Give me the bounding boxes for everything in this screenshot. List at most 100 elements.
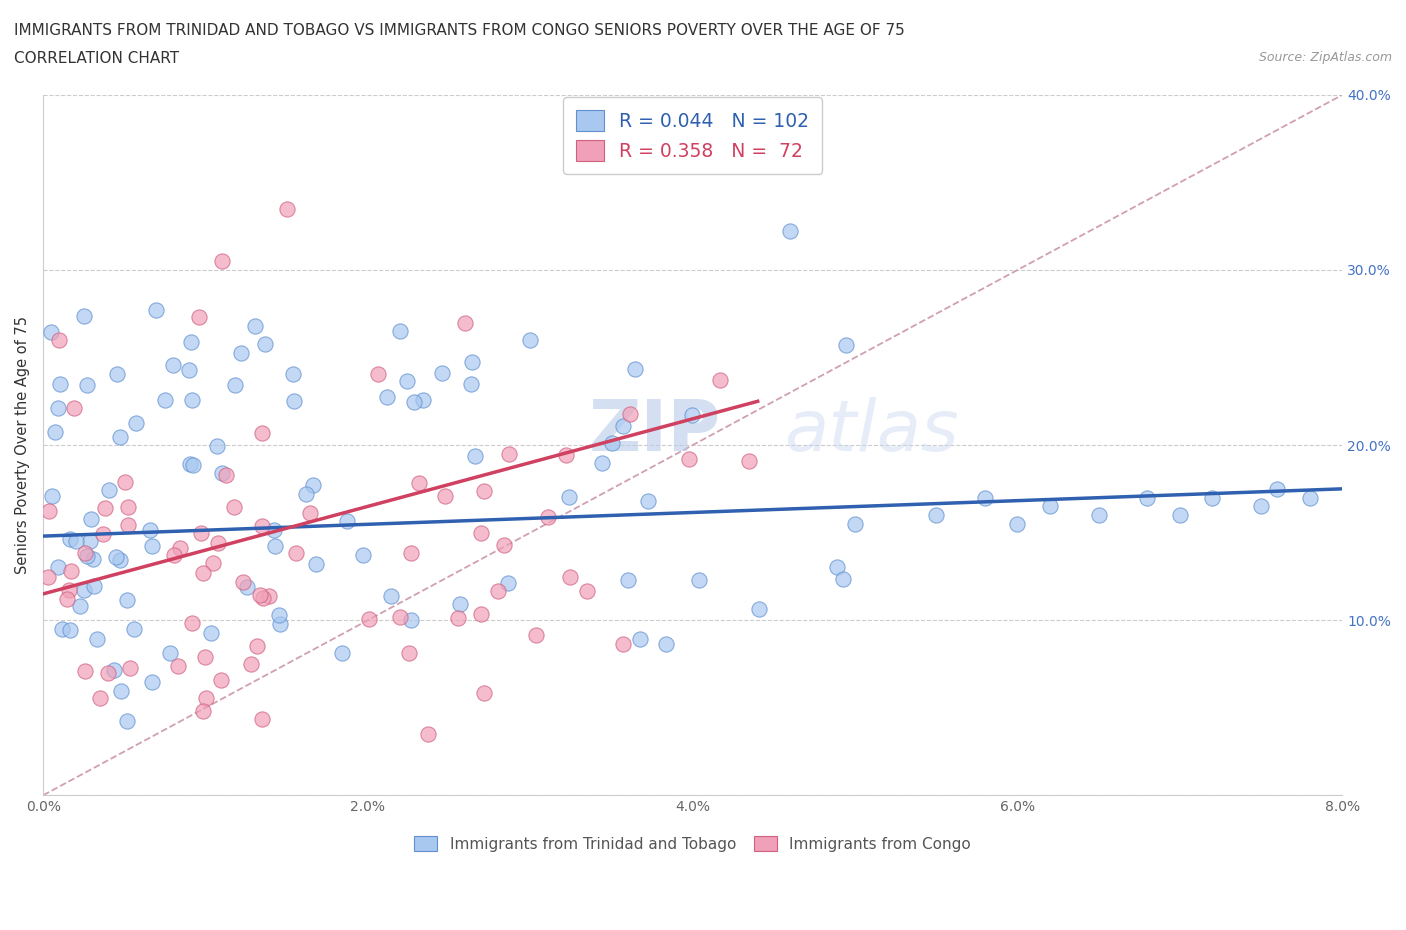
Point xyxy=(404,394,426,409)
Point xyxy=(222,499,245,514)
Point xyxy=(486,584,509,599)
Point xyxy=(250,519,273,534)
Y-axis label: Seniors Poverty Over the Age of 75: Seniors Poverty Over the Age of 75 xyxy=(15,316,30,574)
Point xyxy=(430,365,453,380)
Point xyxy=(276,201,298,216)
Point xyxy=(252,591,274,605)
Point xyxy=(283,393,305,408)
Point xyxy=(194,691,217,706)
Point xyxy=(592,456,614,471)
Point xyxy=(62,401,84,416)
Point xyxy=(1007,516,1029,531)
Point xyxy=(177,362,200,377)
Point xyxy=(832,571,855,586)
Point xyxy=(243,319,266,334)
Point xyxy=(179,457,201,472)
Point xyxy=(496,576,519,591)
Point xyxy=(1136,490,1159,505)
Point xyxy=(46,400,69,415)
Point xyxy=(187,310,209,325)
Point xyxy=(239,657,262,671)
Point xyxy=(250,425,273,440)
Point xyxy=(163,547,186,562)
Point xyxy=(554,447,576,462)
Point xyxy=(37,569,59,584)
Point xyxy=(252,711,274,726)
Point xyxy=(389,324,412,339)
Point xyxy=(269,617,291,631)
Point xyxy=(155,392,177,407)
Point xyxy=(352,548,374,563)
Point xyxy=(434,488,457,503)
Point xyxy=(302,478,325,493)
Point xyxy=(399,613,422,628)
Point xyxy=(97,666,120,681)
Point xyxy=(69,598,91,613)
Point xyxy=(336,513,359,528)
Point xyxy=(82,551,104,566)
Point xyxy=(249,587,271,602)
Point xyxy=(748,602,770,617)
Point xyxy=(73,583,96,598)
Point xyxy=(498,446,520,461)
Point xyxy=(464,448,486,463)
Point xyxy=(75,664,97,679)
Point xyxy=(246,638,269,653)
Text: ZIP: ZIP xyxy=(589,396,721,466)
Point xyxy=(332,645,354,660)
Point xyxy=(205,438,228,453)
Point xyxy=(1265,482,1288,497)
Point xyxy=(492,538,515,553)
Point xyxy=(59,532,82,547)
Point xyxy=(139,523,162,538)
Point xyxy=(416,726,439,741)
Point xyxy=(162,357,184,372)
Point xyxy=(974,490,997,505)
Point xyxy=(46,560,69,575)
Point xyxy=(105,366,128,381)
Point xyxy=(65,534,87,549)
Point xyxy=(460,377,482,392)
Point xyxy=(558,489,581,504)
Point xyxy=(359,612,381,627)
Point xyxy=(59,623,82,638)
Point xyxy=(655,636,678,651)
Point xyxy=(181,392,204,407)
Point xyxy=(267,607,290,622)
Point xyxy=(537,510,560,525)
Point xyxy=(461,354,484,369)
Point xyxy=(183,458,205,472)
Point xyxy=(59,564,82,578)
Text: atlas: atlas xyxy=(783,396,959,466)
Point xyxy=(48,333,70,348)
Point xyxy=(398,645,420,660)
Point xyxy=(472,685,495,700)
Point xyxy=(49,377,72,392)
Point xyxy=(44,424,66,439)
Point xyxy=(619,406,641,421)
Point xyxy=(51,622,73,637)
Point xyxy=(211,254,233,269)
Point xyxy=(141,675,163,690)
Point xyxy=(201,555,224,570)
Point xyxy=(86,631,108,646)
Point xyxy=(681,407,703,422)
Text: CORRELATION CHART: CORRELATION CHART xyxy=(14,51,179,66)
Point xyxy=(253,337,276,352)
Point xyxy=(194,649,217,664)
Point xyxy=(124,621,146,636)
Point xyxy=(1039,498,1062,513)
Point xyxy=(1087,508,1109,523)
Point xyxy=(115,592,138,607)
Point xyxy=(470,525,492,540)
Point xyxy=(470,606,492,621)
Point xyxy=(110,684,132,699)
Point xyxy=(380,589,402,604)
Point xyxy=(89,691,111,706)
Point xyxy=(169,540,191,555)
Point xyxy=(375,390,398,405)
Point xyxy=(117,499,139,514)
Text: IMMIGRANTS FROM TRINIDAD AND TOBAGO VS IMMIGRANTS FROM CONGO SENIORS POVERTY OVE: IMMIGRANTS FROM TRINIDAD AND TOBAGO VS I… xyxy=(14,23,905,38)
Point xyxy=(108,430,131,445)
Point xyxy=(305,556,328,571)
